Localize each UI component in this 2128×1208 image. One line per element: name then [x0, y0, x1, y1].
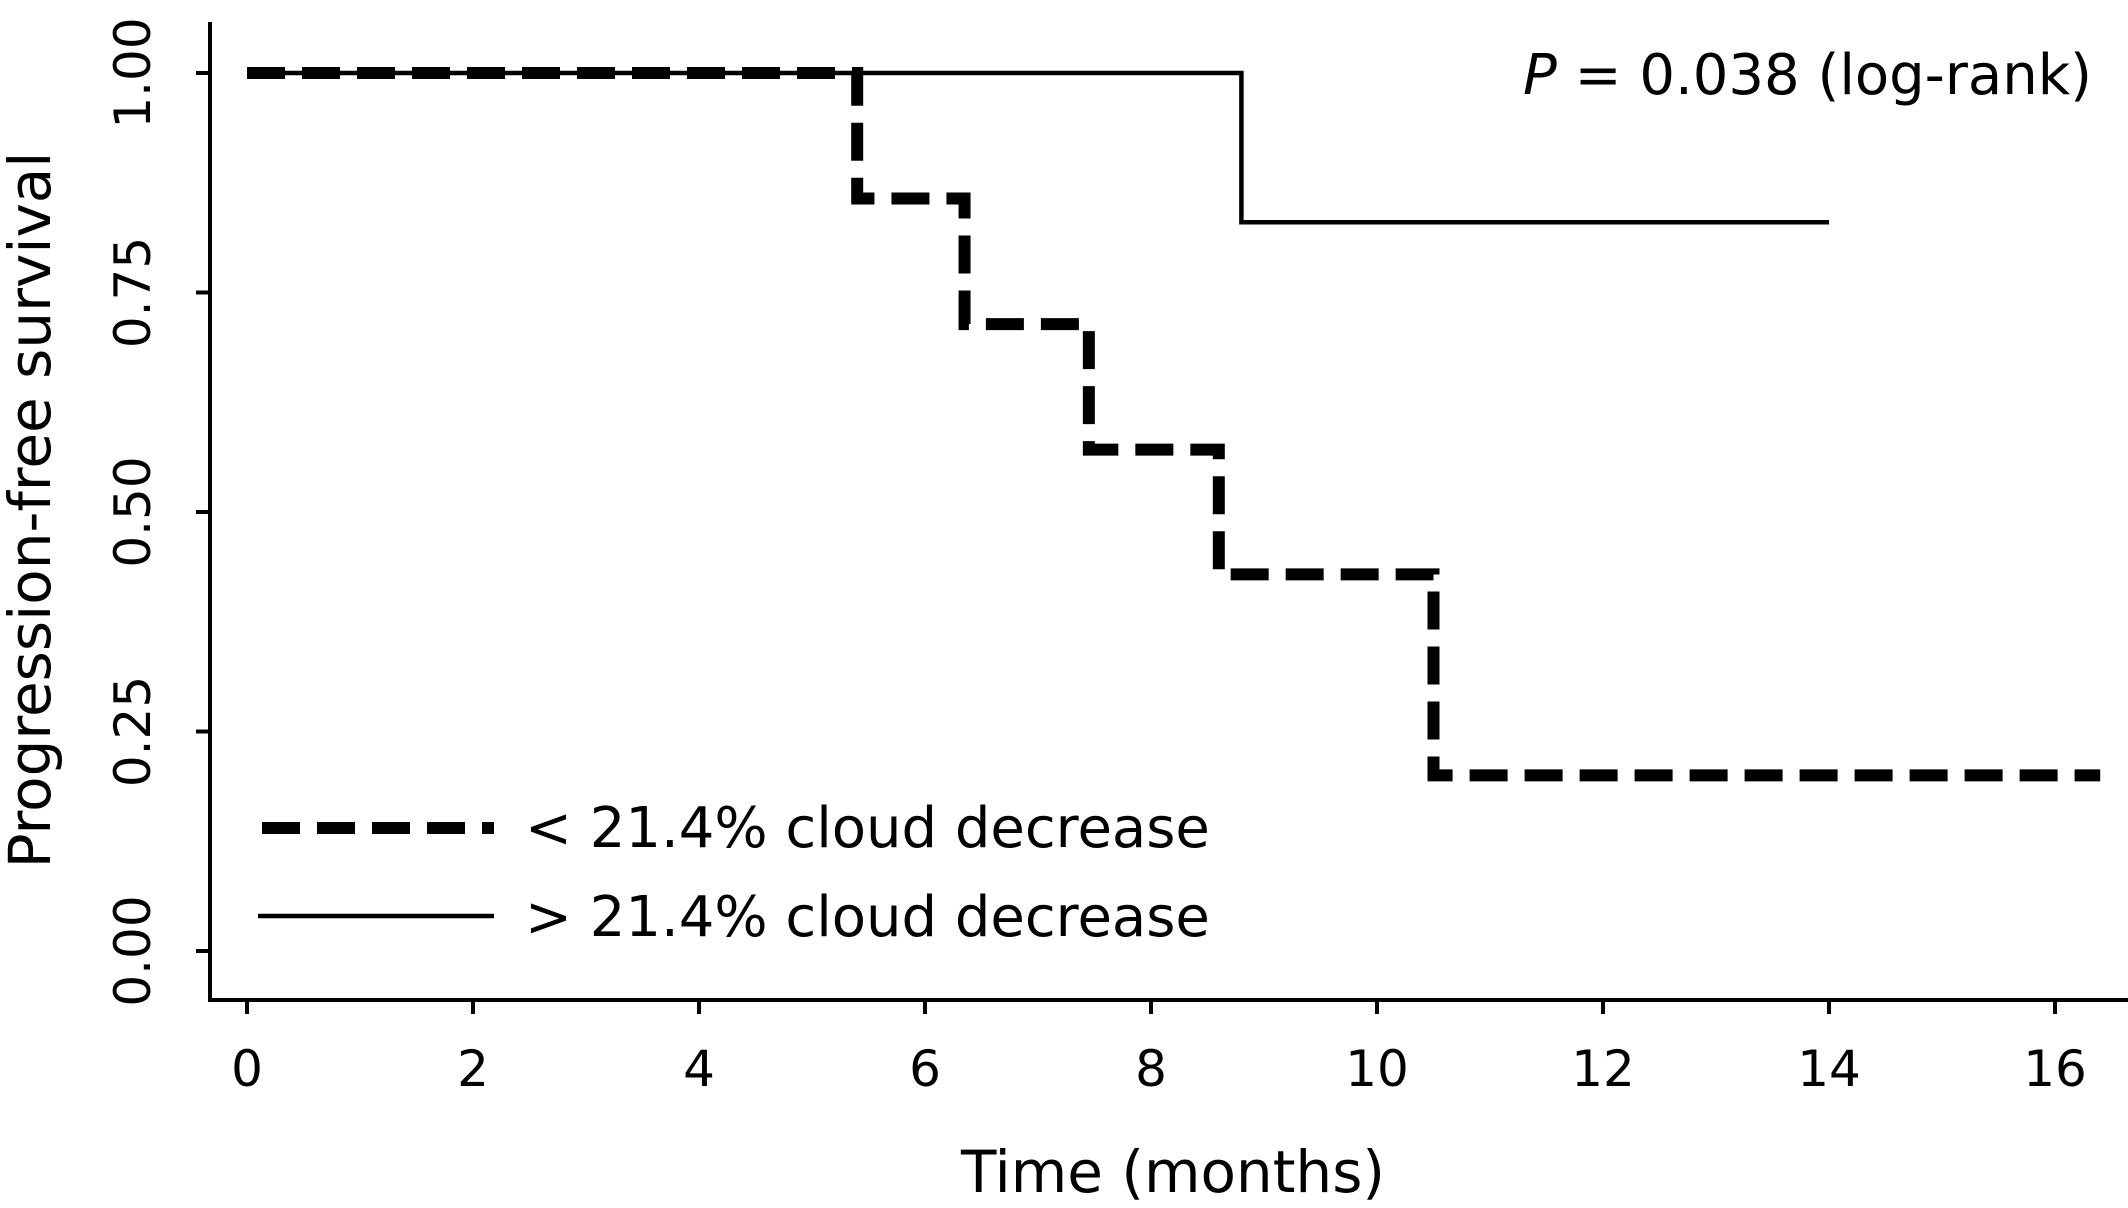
x-tick-label: 6 [909, 1040, 941, 1098]
x-tick-label: 12 [1571, 1040, 1635, 1098]
x-tick-label: 8 [1135, 1040, 1167, 1098]
y-tick-label: 0.25 [104, 676, 162, 787]
y-tick-label: 0.50 [104, 456, 162, 567]
p-value-annotation: P = 0.038 (log-rank) [1523, 43, 2092, 108]
y-tick-label: 1.00 [104, 17, 162, 128]
km-curve-above-threshold [247, 70, 1829, 225]
x-axis-title: Time (months) [960, 1138, 1385, 1206]
series-layer [247, 67, 2101, 782]
x-tick-label: 2 [457, 1040, 489, 1098]
km-curve-below-threshold [247, 67, 2101, 782]
plot-area: 0.00 0.25 0.50 0.75 1.00 0 2 4 6 8 10 12 14 16 [104, 17, 2128, 1098]
x-tick-label: 14 [1797, 1040, 1861, 1098]
legend: < 21.4% cloud decrease > 21.4% cloud dec… [258, 796, 1210, 950]
legend-label-1: < 21.4% cloud decrease [525, 796, 1210, 861]
y-ticks: 0.00 0.25 0.50 0.75 1.00 [104, 17, 210, 1007]
x-ticks: 0 2 4 6 8 10 12 14 16 [231, 1000, 2087, 1098]
p-value-italic: P [1523, 43, 1557, 108]
x-tick-label: 16 [2023, 1040, 2087, 1098]
p-value-rest: = 0.038 (log-rank) [1557, 43, 2092, 108]
y-tick-label: 0.00 [104, 895, 162, 1006]
legend-label-2: > 21.4% cloud decrease [525, 885, 1210, 950]
x-tick-label: 4 [683, 1040, 715, 1098]
y-tick-label: 0.75 [104, 237, 162, 348]
y-axis-title: Progression-free survival [0, 152, 64, 869]
x-tick-label: 0 [231, 1040, 263, 1098]
x-tick-label: 10 [1345, 1040, 1409, 1098]
